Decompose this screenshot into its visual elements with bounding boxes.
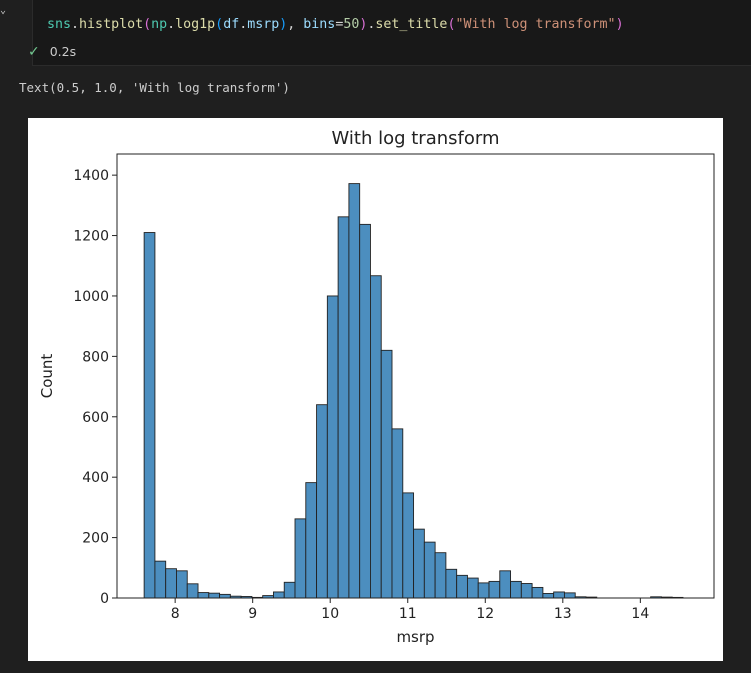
y-tick-label: 1400 [73,168,109,184]
code-token: ( [143,17,152,32]
histogram-bar [219,593,231,599]
execution-status: ✓ 0.2s [28,44,76,60]
histogram-bar [165,568,177,599]
y-tick-label: 200 [82,531,109,547]
code-token: ) [615,17,624,32]
code-token: ) [279,17,288,32]
x-tick-label: 12 [476,606,494,622]
histogram-bar [294,518,307,599]
histogram-bar [553,591,565,599]
y-axis-label: Count [38,354,56,399]
x-tick-label: 13 [554,606,572,622]
histogram-bar [542,593,555,599]
plot-frame [116,153,715,599]
code-token: histplot [79,17,144,32]
histogram-bar [273,591,285,599]
y-tick-label: 600 [82,410,109,426]
code-token: ( [447,17,456,32]
code-token: np [151,17,168,32]
chart-title: With log transform [332,128,500,149]
code-token: = [335,17,344,32]
x-tick-label: 11 [399,606,417,622]
histogram-bar [337,216,350,599]
histogram-bar [316,404,328,599]
histogram-bar [531,586,544,599]
histogram-bar [402,492,415,599]
histogram-chart: 8 9 10 11 12 13 14 0 200 400 600 800 1000 1200 1400 Wit… [38,128,715,646]
code-token: "With log transform" [455,17,616,32]
histogram-bar [391,428,404,599]
histogram-bar [370,275,382,599]
execution-time: 0.2s [49,44,77,59]
histogram-bar [208,592,221,599]
histogram-bar [445,568,458,599]
code-editor[interactable]: sns.histplot(np.log1p(df.msrp), bins=50)… [32,0,751,66]
histogram-bar [563,592,576,599]
histogram-bar [154,560,167,599]
notebook-cell: ⌄ sns.histplot(np.log1p(df.msrp), bins=5… [0,0,751,66]
code-token: msrp [247,17,280,32]
x-tick-label: 10 [321,606,339,622]
histogram-bar [305,482,318,599]
code-token: . [71,17,80,32]
histogram-bar [197,592,210,599]
histogram-bar [359,223,371,599]
code-token: df [223,17,240,32]
histogram-bar [477,582,490,599]
histogram-bar [348,183,361,599]
histogram-bar [499,570,512,599]
histogram-bar [520,583,533,599]
histogram-bar [143,232,156,599]
code-token: set_title [375,17,448,32]
code-token: sns [47,17,72,32]
histogram-bar [456,574,468,599]
histogram-figure: 8 9 10 11 12 13 14 0 200 400 600 800 1000 1200 1400 Wit… [28,118,723,661]
code-token: ) [359,17,368,32]
y-tick-label: 0 [100,591,109,607]
code-token: , [287,17,304,32]
x-axis-label: msrp [396,628,434,646]
y-tick-label: 1000 [73,289,109,305]
code-token: ( [215,17,224,32]
y-tick-label: 1200 [73,229,109,245]
cell-collapse-chevron-icon[interactable]: ⌄ [0,5,7,16]
histogram-bar [423,541,436,599]
x-tick-label: 14 [631,606,649,622]
histogram-bar [186,583,199,599]
histogram-bar [176,570,188,599]
histogram-bar [380,349,393,599]
code-token: . [239,17,248,32]
y-tick-label: 400 [82,470,109,486]
x-tick-label: 8 [171,606,180,622]
histogram-bar [434,552,447,599]
histogram-bar [488,580,501,599]
success-check-icon: ✓ [28,44,40,60]
x-tick-label: 9 [248,606,257,622]
histogram-bar [466,577,479,599]
code-token: 50 [343,17,360,32]
code-token: . [367,17,376,32]
output-text: Text(0.5, 1.0, 'With log transform') [19,80,290,95]
histogram-bar [326,295,339,599]
code-token: . [167,17,176,32]
code-token: bins [303,17,336,32]
code-token: log1p [175,17,216,32]
histogram-bar [413,528,425,599]
histogram-bar [283,581,296,599]
histogram-bar [510,580,522,599]
code-line[interactable]: sns.histplot(np.log1p(df.msrp), bins=50)… [47,17,624,32]
y-tick-label: 800 [82,349,109,365]
